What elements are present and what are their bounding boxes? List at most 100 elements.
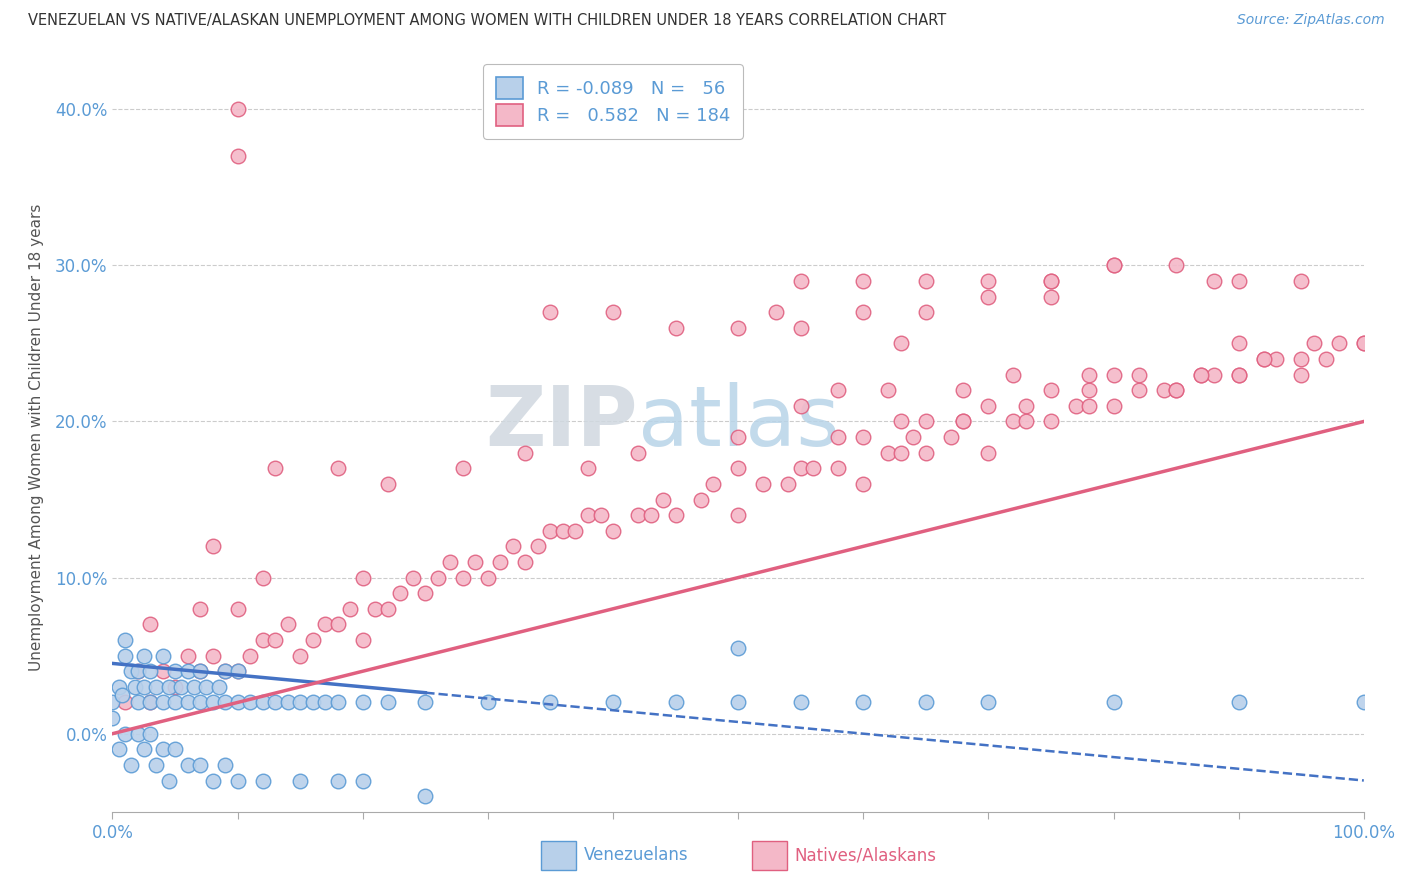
Point bbox=[915, 414, 938, 428]
Point bbox=[413, 789, 436, 804]
Point bbox=[132, 742, 155, 756]
Point bbox=[120, 664, 142, 679]
Point bbox=[1102, 399, 1125, 413]
Point bbox=[352, 633, 374, 648]
Point bbox=[413, 586, 436, 600]
Point bbox=[1202, 274, 1225, 288]
Point bbox=[952, 384, 974, 398]
Point bbox=[139, 617, 162, 632]
Point bbox=[120, 758, 142, 772]
Point bbox=[301, 633, 323, 648]
Point bbox=[890, 336, 912, 351]
Point bbox=[1102, 258, 1125, 272]
Point bbox=[952, 414, 974, 428]
Point bbox=[538, 524, 561, 538]
Point bbox=[602, 696, 624, 710]
Point bbox=[527, 539, 550, 553]
Point bbox=[790, 399, 813, 413]
Point bbox=[627, 508, 650, 523]
Point bbox=[489, 555, 512, 569]
Point bbox=[132, 680, 155, 694]
Point bbox=[176, 758, 198, 772]
Point bbox=[132, 648, 155, 663]
Point bbox=[589, 508, 612, 523]
Point bbox=[214, 696, 236, 710]
Point bbox=[1164, 384, 1187, 398]
Point bbox=[952, 414, 974, 428]
Point bbox=[915, 696, 938, 710]
Point bbox=[778, 476, 800, 491]
Point bbox=[277, 617, 299, 632]
Point bbox=[226, 664, 249, 679]
Point bbox=[977, 399, 1000, 413]
Point bbox=[1353, 336, 1375, 351]
Point bbox=[252, 571, 274, 585]
Point bbox=[1153, 384, 1175, 398]
Point bbox=[903, 430, 925, 444]
Point bbox=[226, 773, 249, 788]
Point bbox=[1039, 384, 1063, 398]
Point bbox=[226, 149, 249, 163]
Point bbox=[264, 633, 287, 648]
Point bbox=[1039, 289, 1063, 303]
Point bbox=[139, 696, 162, 710]
Point bbox=[727, 696, 749, 710]
Point bbox=[664, 320, 686, 334]
Point bbox=[201, 773, 224, 788]
Point bbox=[1002, 414, 1025, 428]
Point bbox=[1227, 696, 1250, 710]
Point bbox=[226, 664, 249, 679]
Point bbox=[702, 476, 724, 491]
Point bbox=[277, 696, 299, 710]
Point bbox=[1302, 336, 1324, 351]
Point bbox=[464, 555, 486, 569]
Point bbox=[139, 664, 162, 679]
Point bbox=[852, 476, 875, 491]
Point bbox=[602, 524, 624, 538]
Point bbox=[188, 601, 211, 615]
Point bbox=[226, 102, 249, 116]
Point bbox=[195, 680, 218, 694]
Point bbox=[252, 773, 274, 788]
Point bbox=[170, 680, 193, 694]
Point bbox=[827, 384, 849, 398]
Point bbox=[1128, 384, 1150, 398]
Point bbox=[1002, 368, 1025, 382]
Text: VENEZUELAN VS NATIVE/ALASKAN UNEMPLOYMENT AMONG WOMEN WITH CHILDREN UNDER 18 YEA: VENEZUELAN VS NATIVE/ALASKAN UNEMPLOYMEN… bbox=[28, 13, 946, 29]
Point bbox=[326, 773, 349, 788]
Point bbox=[127, 726, 149, 740]
Y-axis label: Unemployment Among Women with Children Under 18 years: Unemployment Among Women with Children U… bbox=[30, 203, 44, 671]
Point bbox=[538, 305, 561, 319]
Point bbox=[107, 680, 129, 694]
Point bbox=[152, 664, 174, 679]
Point bbox=[214, 664, 236, 679]
Point bbox=[877, 384, 900, 398]
Point bbox=[1064, 399, 1087, 413]
Point bbox=[183, 680, 205, 694]
Point bbox=[890, 446, 912, 460]
Point bbox=[201, 539, 224, 553]
Point bbox=[127, 664, 149, 679]
Point bbox=[852, 305, 875, 319]
Point bbox=[1102, 368, 1125, 382]
Point bbox=[377, 601, 399, 615]
Point bbox=[765, 305, 787, 319]
Point bbox=[264, 696, 287, 710]
Point bbox=[402, 571, 425, 585]
Point bbox=[1353, 336, 1375, 351]
Point bbox=[176, 696, 198, 710]
Point bbox=[290, 773, 312, 788]
Point bbox=[352, 773, 374, 788]
Point bbox=[915, 446, 938, 460]
Point bbox=[264, 461, 287, 475]
Point bbox=[727, 430, 749, 444]
Point bbox=[389, 586, 412, 600]
Point bbox=[239, 648, 262, 663]
Text: Source: ZipAtlas.com: Source: ZipAtlas.com bbox=[1237, 13, 1385, 28]
Point bbox=[551, 524, 574, 538]
Point bbox=[564, 524, 586, 538]
Point bbox=[352, 571, 374, 585]
Point bbox=[890, 414, 912, 428]
Point bbox=[752, 476, 775, 491]
Point bbox=[208, 680, 231, 694]
